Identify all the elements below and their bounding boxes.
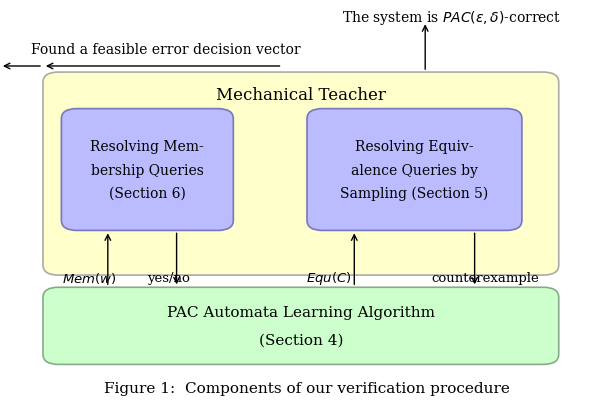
Text: (Section 6): (Section 6) — [109, 187, 186, 200]
Text: Resolving Mem-: Resolving Mem- — [90, 140, 204, 153]
Text: Found a feasible error decision vector: Found a feasible error decision vector — [31, 43, 301, 56]
Text: (Section 4): (Section 4) — [258, 333, 343, 347]
FancyBboxPatch shape — [61, 109, 233, 231]
Text: Figure 1:  Components of our verification procedure: Figure 1: Components of our verification… — [104, 381, 510, 395]
Text: $Mem(w)$: $Mem(w)$ — [62, 270, 116, 285]
Text: PAC Automata Learning Algorithm: PAC Automata Learning Algorithm — [167, 305, 435, 319]
Text: Mechanical Teacher: Mechanical Teacher — [216, 87, 386, 104]
FancyBboxPatch shape — [43, 73, 559, 275]
Text: The system is $PAC(\epsilon, \delta)$-correct: The system is $PAC(\epsilon, \delta)$-co… — [342, 9, 561, 27]
Text: bership Queries: bership Queries — [91, 163, 204, 177]
Text: alence Queries by: alence Queries by — [351, 163, 478, 177]
Text: $Equ(C)$: $Equ(C)$ — [306, 269, 351, 286]
Text: Resolving Equiv-: Resolving Equiv- — [355, 140, 474, 153]
Text: yes/no: yes/no — [147, 271, 190, 284]
Text: Sampling (Section 5): Sampling (Section 5) — [340, 186, 489, 201]
Text: counterexample: counterexample — [431, 271, 539, 284]
FancyBboxPatch shape — [43, 288, 559, 364]
FancyBboxPatch shape — [307, 109, 522, 231]
